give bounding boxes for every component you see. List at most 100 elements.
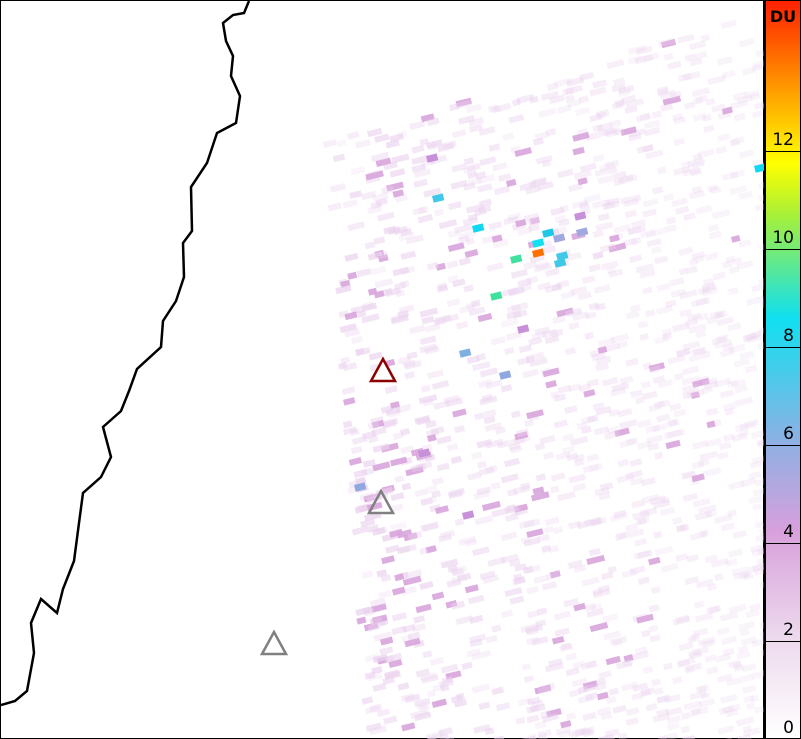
so2-pixel <box>531 330 547 341</box>
so2-pixel <box>716 316 734 327</box>
so2-pixel <box>381 555 395 565</box>
so2-pixel <box>571 726 588 737</box>
so2-pixel <box>662 95 682 106</box>
so2-pixel <box>409 120 426 131</box>
so2-pixel <box>453 424 466 434</box>
so2-pixel <box>508 286 526 297</box>
so2-pixel <box>392 431 404 440</box>
so2-pixel <box>689 690 707 701</box>
so2-pixel <box>432 683 446 692</box>
so2-pixel <box>619 438 637 449</box>
so2-pixel <box>673 408 687 418</box>
so2-pixel <box>584 691 599 701</box>
so2-pixel <box>671 322 690 333</box>
so2-pixel <box>700 34 711 42</box>
so2-pixel <box>642 390 658 401</box>
so2-pixel <box>694 255 705 263</box>
so2-pixel <box>536 533 550 543</box>
so2-pixel <box>631 510 650 521</box>
so2-pixel <box>432 400 450 410</box>
so2-pixel <box>637 576 651 586</box>
so2-pixel <box>419 307 439 318</box>
so2-pixel <box>361 570 374 579</box>
so2-pixel <box>648 362 665 372</box>
so2-pixel <box>500 317 519 328</box>
so2-pixel <box>737 645 749 654</box>
so2-pixel <box>656 413 671 423</box>
so2-pixel <box>569 435 589 446</box>
so2-pixel <box>567 383 582 392</box>
so2-pixel <box>615 660 633 670</box>
so2-pixel <box>534 720 547 730</box>
so2-pixel <box>565 712 577 721</box>
so2-pixels <box>322 19 780 739</box>
so2-pixel <box>746 333 763 344</box>
so2-pixel <box>693 600 705 609</box>
so2-pixel <box>481 500 501 512</box>
so2-pixel <box>644 149 664 160</box>
so2-pixel <box>738 620 756 631</box>
so2-pixel <box>704 252 719 261</box>
so2-pixel <box>619 375 634 385</box>
so2-pixel <box>494 426 507 435</box>
so2-pixel <box>466 162 481 172</box>
so2-pixel <box>479 367 499 378</box>
so2-pixel <box>561 433 575 442</box>
so2-pixel <box>512 576 527 586</box>
so2-pixel <box>384 652 403 663</box>
so2-pixel <box>681 470 697 480</box>
so2-pixel <box>404 569 423 580</box>
colorbar-tick-label: 0 <box>783 718 794 738</box>
so2-pixel <box>624 105 638 115</box>
so2-pixel <box>508 442 521 452</box>
so2-pixel <box>436 284 449 293</box>
so2-pixel <box>604 342 621 353</box>
so2-pixel <box>469 614 484 624</box>
so2-pixel <box>636 613 654 624</box>
so2-pixel <box>415 603 432 614</box>
so2-pixel <box>714 377 732 388</box>
so2-pixel <box>532 486 545 495</box>
so2-pixel <box>518 344 533 354</box>
so2-pixel <box>431 490 442 499</box>
so2-pixel <box>471 361 491 372</box>
so2-pixel <box>509 254 523 264</box>
so2-pixel <box>545 380 557 389</box>
so2-pixel <box>654 335 670 345</box>
so2-pixel <box>531 636 549 646</box>
so2-pixel <box>623 197 639 208</box>
so2-pixel <box>589 516 607 527</box>
so2-pixel <box>422 398 434 407</box>
so2-pixel <box>692 112 707 122</box>
so2-pixel <box>447 201 462 211</box>
so2-pixel <box>686 388 705 399</box>
so2-pixel <box>550 485 560 494</box>
so2-pixel <box>514 147 532 158</box>
so2-pixel <box>751 455 767 465</box>
so2-pixel <box>513 503 529 513</box>
so2-pixel <box>385 406 401 416</box>
so2-pixel <box>490 336 507 346</box>
so2-pixel <box>503 457 521 468</box>
so2-pixel <box>678 267 688 276</box>
so2-pixel <box>526 275 539 285</box>
so2-pixel <box>456 572 472 582</box>
so2-pixel <box>731 432 748 442</box>
so2-pixel <box>560 720 572 729</box>
so2-pixel <box>546 82 559 91</box>
so2-pixel <box>557 218 570 227</box>
so2-pixel <box>733 570 751 580</box>
so2-pixel <box>525 636 541 646</box>
so2-pixel <box>658 37 676 48</box>
so2-pixel <box>667 354 686 365</box>
so2-pixel <box>367 251 383 261</box>
colorbar-tick <box>766 445 800 446</box>
so2-pixel <box>521 662 531 671</box>
so2-pixel <box>540 90 560 101</box>
so2-pixel <box>354 504 368 514</box>
so2-pixel <box>603 200 620 210</box>
so2-pixel <box>552 315 566 324</box>
so2-pixel <box>593 426 610 436</box>
so2-pixel <box>419 343 438 354</box>
so2-pixel <box>652 499 671 510</box>
